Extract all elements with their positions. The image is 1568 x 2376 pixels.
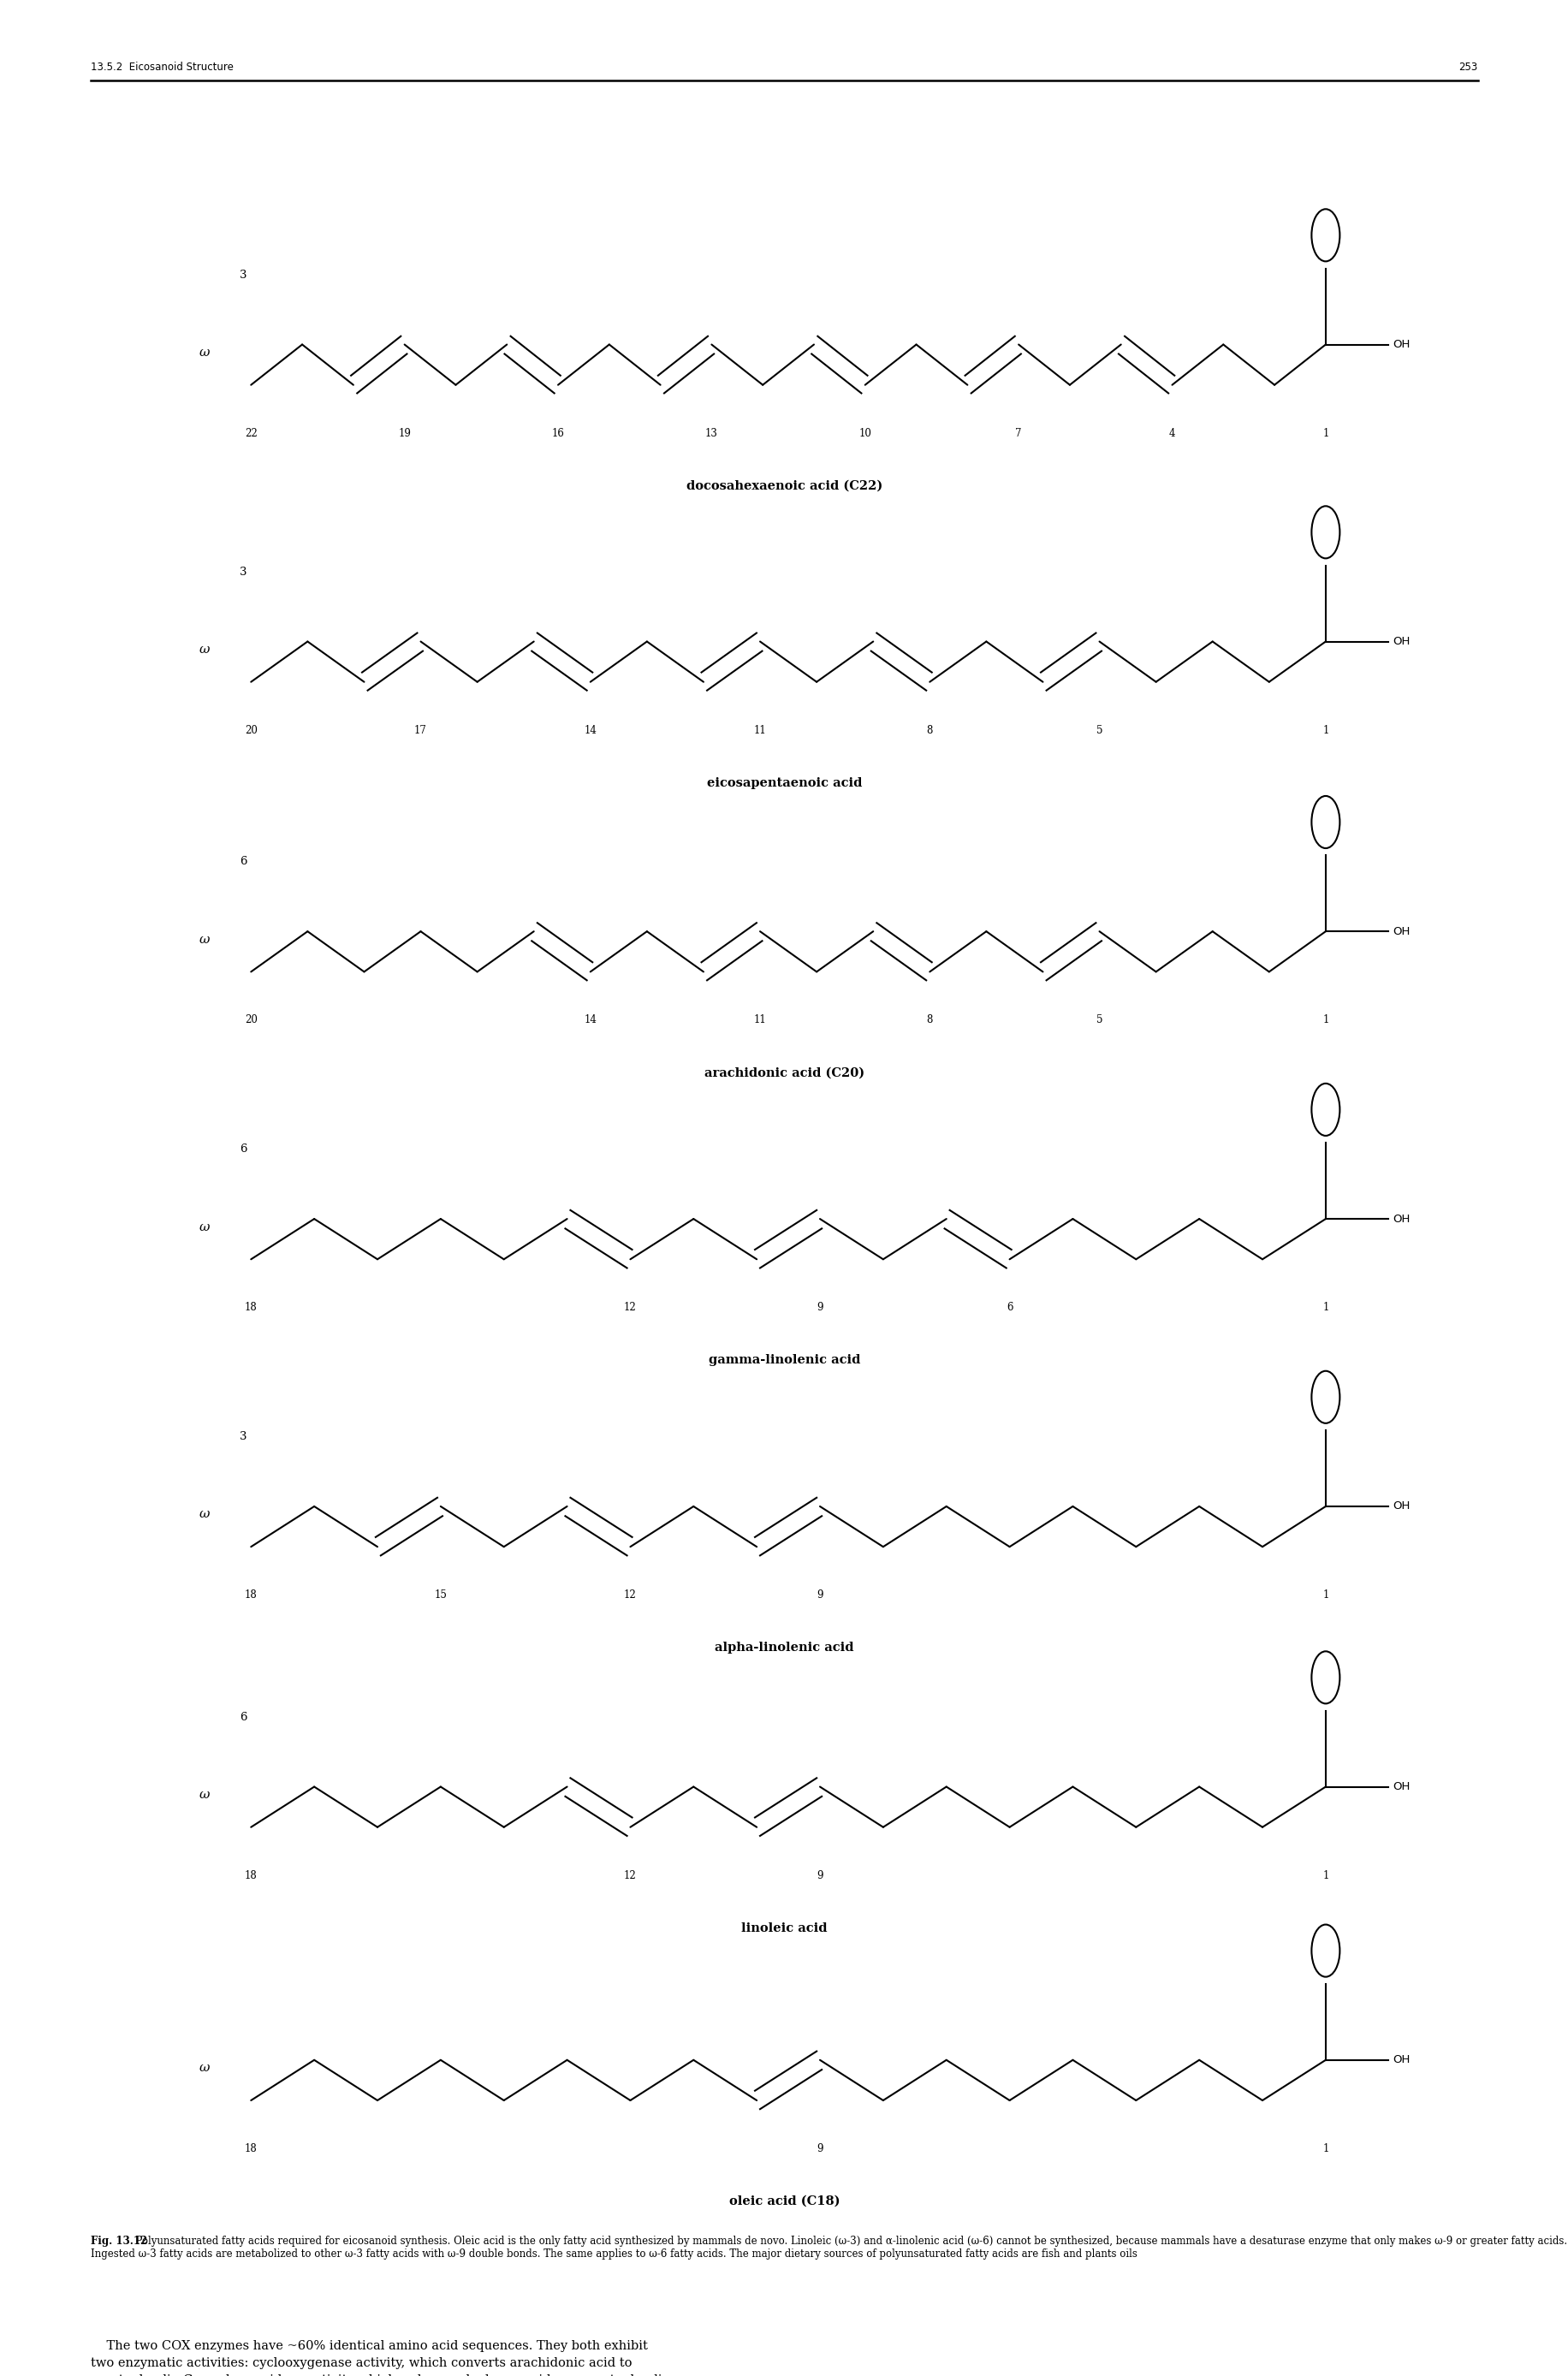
Text: 8: 8 xyxy=(927,725,933,737)
Text: 15: 15 xyxy=(434,1590,447,1601)
Text: 3: 3 xyxy=(240,1430,246,1442)
Text: docosahexaenoic acid (C22): docosahexaenoic acid (C22) xyxy=(685,480,883,492)
Text: 17: 17 xyxy=(414,725,426,737)
Text: 14: 14 xyxy=(583,725,596,737)
Text: 9: 9 xyxy=(817,1870,823,1882)
Text: 20: 20 xyxy=(245,1015,257,1026)
Text: 13.5.2  Eicosanoid Structure: 13.5.2 Eicosanoid Structure xyxy=(91,62,234,74)
Text: The two COX enzymes have ~60% identical amino acid sequences. They both exhibit
: The two COX enzymes have ~60% identical … xyxy=(91,2340,670,2376)
Text: 3: 3 xyxy=(240,268,246,280)
Text: 5: 5 xyxy=(1096,1015,1102,1026)
Text: Polyunsaturated fatty acids required for eicosanoid synthesis. Oleic acid is the: Polyunsaturated fatty acids required for… xyxy=(91,2236,1566,2260)
Text: gamma-linolenic acid: gamma-linolenic acid xyxy=(709,1354,859,1366)
Text: ω: ω xyxy=(199,1789,209,1801)
Text: 9: 9 xyxy=(817,2143,823,2155)
Text: alpha-linolenic acid: alpha-linolenic acid xyxy=(715,1642,853,1654)
Text: 9: 9 xyxy=(817,1302,823,1314)
Text: OH: OH xyxy=(1392,927,1410,936)
Text: OH: OH xyxy=(1392,1214,1410,1224)
Text: ω: ω xyxy=(199,2062,209,2074)
Text: oleic acid (C18): oleic acid (C18) xyxy=(729,2195,839,2207)
Text: arachidonic acid (C20): arachidonic acid (C20) xyxy=(704,1067,864,1079)
Text: 14: 14 xyxy=(583,1015,596,1026)
Text: 10: 10 xyxy=(858,428,870,440)
Text: 11: 11 xyxy=(753,1015,765,1026)
Text: 1: 1 xyxy=(1322,1302,1328,1314)
Text: 7: 7 xyxy=(1014,428,1021,440)
Text: 9: 9 xyxy=(817,1590,823,1601)
Text: 1: 1 xyxy=(1322,1870,1328,1882)
Text: ω: ω xyxy=(199,1509,209,1521)
Text: 16: 16 xyxy=(552,428,564,440)
Text: 12: 12 xyxy=(624,1870,637,1882)
Text: 13: 13 xyxy=(706,428,718,440)
Text: ω: ω xyxy=(199,644,209,656)
Text: ω: ω xyxy=(199,347,209,359)
Text: 11: 11 xyxy=(753,725,765,737)
Text: 8: 8 xyxy=(927,1015,933,1026)
Text: eicosapentaenoic acid: eicosapentaenoic acid xyxy=(707,777,861,789)
Text: 20: 20 xyxy=(245,725,257,737)
Text: 18: 18 xyxy=(245,2143,257,2155)
Text: 6: 6 xyxy=(240,1711,246,1723)
Text: 6: 6 xyxy=(1005,1302,1013,1314)
Text: 18: 18 xyxy=(245,1590,257,1601)
Text: ω: ω xyxy=(199,1221,209,1233)
Text: OH: OH xyxy=(1392,1502,1410,1511)
Text: 18: 18 xyxy=(245,1870,257,1882)
Text: OH: OH xyxy=(1392,2055,1410,2065)
Text: 1: 1 xyxy=(1322,428,1328,440)
Text: OH: OH xyxy=(1392,340,1410,349)
Text: OH: OH xyxy=(1392,1782,1410,1792)
Text: 12: 12 xyxy=(624,1590,637,1601)
Text: 3: 3 xyxy=(240,565,246,577)
Text: 5: 5 xyxy=(1096,725,1102,737)
Text: linoleic acid: linoleic acid xyxy=(742,1922,826,1934)
Text: 12: 12 xyxy=(624,1302,637,1314)
Text: 253: 253 xyxy=(1458,62,1477,74)
Text: 1: 1 xyxy=(1322,725,1328,737)
Text: 1: 1 xyxy=(1322,1015,1328,1026)
Text: 6: 6 xyxy=(240,1143,246,1155)
Text: 22: 22 xyxy=(245,428,257,440)
Text: 1: 1 xyxy=(1322,1590,1328,1601)
Text: 1: 1 xyxy=(1322,2143,1328,2155)
Text: OH: OH xyxy=(1392,637,1410,646)
Text: 18: 18 xyxy=(245,1302,257,1314)
Text: 6: 6 xyxy=(240,855,246,867)
Text: ω: ω xyxy=(199,934,209,946)
Text: 19: 19 xyxy=(398,428,411,440)
Text: Fig. 13.12: Fig. 13.12 xyxy=(91,2236,147,2248)
Text: 4: 4 xyxy=(1168,428,1174,440)
